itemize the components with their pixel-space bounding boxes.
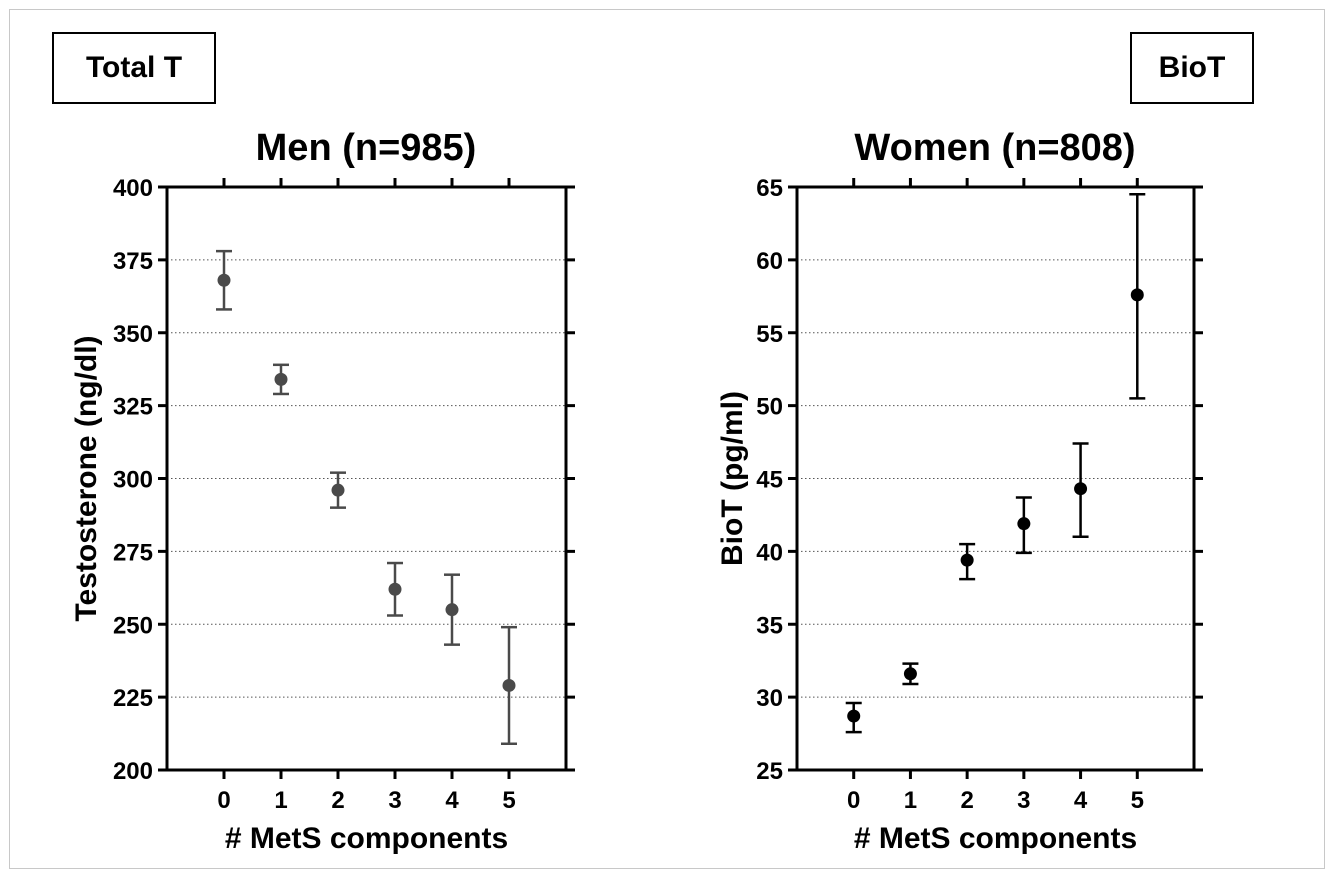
men-y-tick-label: 350 xyxy=(113,321,153,348)
panel-tag-biot: BioT xyxy=(1130,32,1254,104)
women-x-tick-label: 5 xyxy=(1131,787,1144,814)
men-y-tick-label: 300 xyxy=(113,467,153,494)
men-x-tick-label: 4 xyxy=(445,787,459,814)
men-y-tick-label: 275 xyxy=(113,539,153,566)
women-y-tick-label: 45 xyxy=(756,467,783,494)
men-y-tick-label: 250 xyxy=(113,612,153,639)
men-data-point xyxy=(502,678,516,692)
women-x-tick-label: 2 xyxy=(960,787,973,814)
men-data-point xyxy=(388,582,402,596)
men-x-tick-label: 2 xyxy=(331,787,344,814)
men-data-point xyxy=(331,483,345,497)
men-chart-title: Men (n=985) xyxy=(256,127,477,169)
men-y-tick-label: 375 xyxy=(113,248,153,275)
women-data-point xyxy=(903,667,917,681)
women-y-tick-label: 30 xyxy=(756,685,783,712)
men-x-tick-label: 5 xyxy=(502,787,515,814)
men-y-tick-label: 325 xyxy=(113,394,153,421)
men-y-tick-label: 200 xyxy=(113,758,153,785)
women-y-tick-label: 60 xyxy=(756,248,783,275)
men-y-axis-label: Testosterone (ng/dl) xyxy=(70,335,103,621)
women-data-point xyxy=(1130,288,1144,302)
women-y-tick-label: 35 xyxy=(756,612,783,639)
women-data-point xyxy=(960,553,974,567)
women-y-tick-label: 25 xyxy=(756,758,783,785)
women-x-axis-label: # MetS components xyxy=(854,822,1137,855)
women-y-tick-label: 55 xyxy=(756,321,783,348)
women-x-tick-label: 3 xyxy=(1017,787,1030,814)
men-data-point xyxy=(445,603,459,617)
panel-tag-total-t: Total T xyxy=(52,32,216,104)
men-y-tick-label: 225 xyxy=(113,685,153,712)
men-x-tick-label: 1 xyxy=(274,787,287,814)
women-y-tick-label: 65 xyxy=(756,175,783,202)
men-x-tick-label: 0 xyxy=(217,787,230,814)
men-data-point xyxy=(274,372,288,386)
men-x-tick-label: 3 xyxy=(388,787,401,814)
women-y-tick-label: 50 xyxy=(756,394,783,421)
women-chart-title: Women (n=808) xyxy=(854,127,1135,169)
women-data-point xyxy=(1017,517,1031,531)
women-x-tick-label: 4 xyxy=(1074,787,1088,814)
women-data-point xyxy=(1074,482,1088,496)
men-y-tick-label: 400 xyxy=(113,175,153,202)
women-y-axis-label: BioT (pg/ml) xyxy=(716,391,749,566)
men-data-point xyxy=(217,273,231,287)
women-x-tick-label: 1 xyxy=(904,787,917,814)
men-x-axis-label: # MetS components xyxy=(225,822,508,855)
women-data-point xyxy=(847,709,861,723)
women-y-tick-label: 40 xyxy=(756,539,783,566)
women-x-tick-label: 0 xyxy=(847,787,860,814)
